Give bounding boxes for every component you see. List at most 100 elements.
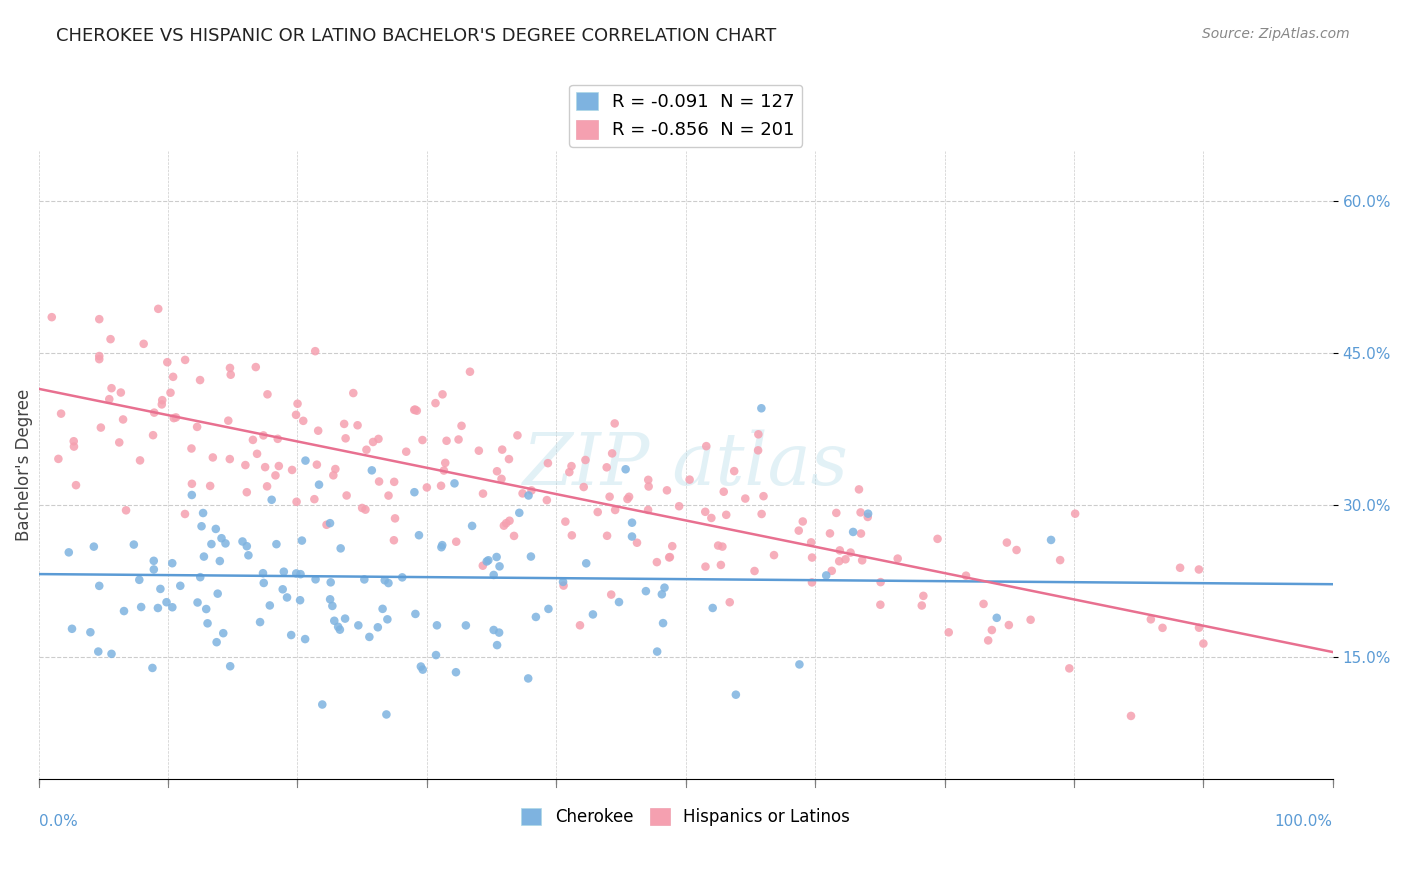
- Point: [634, 584, 657, 599]
- Point: [1188, 621, 1211, 635]
- Point: [280, 628, 302, 642]
- Point: [447, 433, 470, 447]
- Point: [751, 507, 773, 521]
- Point: [800, 575, 823, 590]
- Point: [856, 507, 879, 521]
- Point: [267, 458, 290, 473]
- Point: [425, 396, 447, 410]
- Point: [658, 550, 681, 565]
- Point: [723, 464, 745, 478]
- Point: [211, 531, 233, 545]
- Point: [208, 554, 231, 568]
- Point: [472, 486, 495, 500]
- Point: [89, 579, 111, 593]
- Point: [485, 549, 508, 564]
- Text: Source: ZipAtlas.com: Source: ZipAtlas.com: [1202, 27, 1350, 41]
- Point: [201, 450, 224, 465]
- Point: [162, 556, 184, 570]
- Point: [198, 479, 221, 493]
- Point: [702, 601, 724, 615]
- Point: [869, 598, 891, 612]
- Point: [980, 623, 1002, 637]
- Point: [828, 543, 851, 558]
- Point: [148, 301, 170, 316]
- Point: [281, 463, 304, 477]
- Point: [333, 417, 356, 431]
- Point: [322, 468, 344, 483]
- Point: [508, 506, 530, 520]
- Point: [252, 566, 274, 581]
- Point: [288, 593, 311, 607]
- Point: [486, 638, 509, 652]
- Point: [219, 360, 242, 375]
- Point: [839, 545, 862, 559]
- Point: [713, 484, 735, 499]
- Point: [149, 582, 172, 596]
- Point: [569, 618, 592, 632]
- Point: [537, 602, 560, 616]
- Point: [242, 433, 264, 447]
- Point: [828, 554, 851, 568]
- Point: [412, 663, 434, 677]
- Point: [368, 475, 391, 489]
- Point: [695, 439, 717, 453]
- Point: [409, 659, 432, 673]
- Point: [986, 611, 1008, 625]
- Point: [264, 468, 287, 483]
- Point: [404, 485, 426, 500]
- Point: [458, 365, 481, 379]
- Point: [454, 618, 477, 632]
- Point: [461, 519, 484, 533]
- Point: [1005, 543, 1028, 558]
- Point: [377, 489, 399, 503]
- Point: [1059, 661, 1081, 675]
- Point: [291, 533, 314, 548]
- Point: [307, 424, 329, 438]
- Point: [346, 418, 368, 433]
- Point: [254, 460, 277, 475]
- Point: [377, 612, 399, 626]
- Point: [405, 403, 427, 417]
- Point: [188, 373, 211, 387]
- Point: [404, 607, 426, 621]
- Point: [652, 616, 675, 631]
- Point: [329, 541, 352, 556]
- Point: [165, 410, 187, 425]
- Point: [801, 550, 824, 565]
- Point: [143, 406, 166, 420]
- Point: [83, 540, 105, 554]
- Point: [834, 552, 856, 566]
- Point: [311, 698, 333, 712]
- Point: [475, 554, 498, 568]
- Point: [599, 490, 621, 504]
- Point: [752, 489, 775, 503]
- Point: [304, 572, 326, 586]
- Point: [491, 472, 513, 486]
- Point: [259, 599, 281, 613]
- Point: [174, 507, 197, 521]
- Point: [336, 488, 359, 502]
- Point: [503, 529, 526, 543]
- Point: [849, 505, 872, 519]
- Point: [354, 502, 377, 516]
- Point: [156, 355, 179, 369]
- Point: [266, 537, 288, 551]
- Point: [304, 492, 326, 507]
- Point: [191, 506, 214, 520]
- Point: [290, 567, 312, 582]
- Point: [367, 620, 389, 634]
- Point: [146, 601, 169, 615]
- Point: [616, 491, 638, 506]
- Point: [252, 428, 274, 442]
- Point: [382, 475, 405, 489]
- Point: [815, 568, 838, 582]
- Point: [432, 538, 454, 552]
- Point: [637, 473, 659, 487]
- Point: [193, 549, 215, 564]
- Point: [614, 462, 637, 476]
- Point: [600, 446, 623, 460]
- Point: [678, 473, 700, 487]
- Point: [87, 644, 110, 658]
- Point: [711, 540, 734, 554]
- Point: [436, 434, 458, 448]
